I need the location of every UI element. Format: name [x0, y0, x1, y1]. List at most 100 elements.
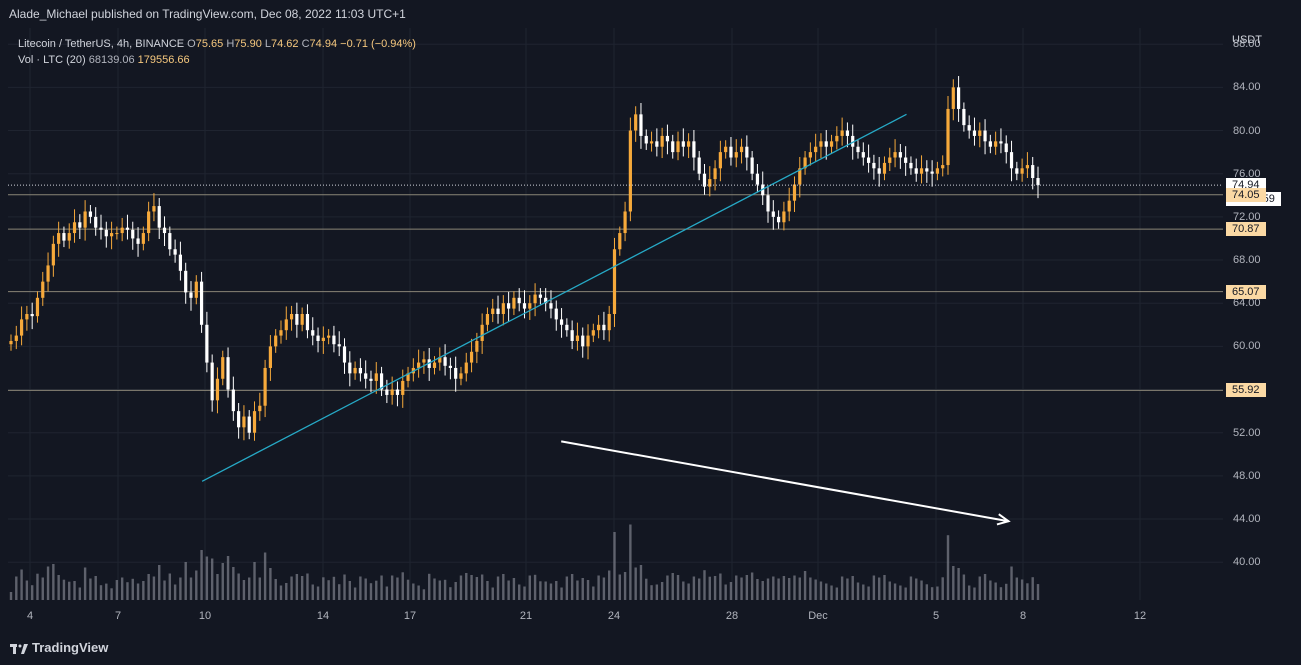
volume-bar	[390, 575, 394, 600]
volume-bar	[285, 583, 288, 600]
volume-bar	[78, 587, 82, 600]
candle-body	[1020, 168, 1024, 174]
time-tick-label: 14	[316, 610, 330, 622]
price-axis[interactable]: 88.00 84.00 80.00 76.00 72.00 68.00 64.00 60.00…	[1223, 28, 1301, 600]
volume-bar	[766, 578, 770, 600]
candle-body	[337, 344, 341, 347]
candle-body	[819, 141, 823, 147]
candle-body	[866, 157, 871, 163]
volume-bar	[893, 583, 897, 600]
volume-bar	[703, 570, 706, 600]
volume-bar	[428, 573, 431, 600]
legend-volume-row: Vol · LTC (20) 68139.06 179556.66	[18, 52, 416, 68]
volume-bar	[364, 578, 367, 600]
candle-body	[131, 229, 135, 239]
legend-close-label: C	[301, 38, 310, 50]
candle-body	[708, 179, 712, 187]
candle-body	[184, 270, 188, 293]
candle-body	[628, 130, 632, 212]
volume-bar	[962, 574, 966, 600]
time-tick-label: 5	[932, 610, 940, 622]
candle-body	[549, 303, 553, 309]
legend-open-label: O	[187, 38, 196, 50]
candle-body	[687, 141, 691, 147]
publisher-line: Alade_Michael published on TradingView.c…	[9, 7, 406, 21]
volume-bar	[983, 574, 987, 600]
volume-bars	[9, 524, 1040, 600]
candle-body	[417, 362, 421, 368]
volume-bar	[793, 575, 796, 600]
time-axis[interactable]: 4 7 10 14 17 21 24 28 Dec 5 8 12	[8, 600, 1223, 628]
volume-bar	[216, 574, 219, 600]
candle-body	[904, 157, 908, 163]
volume-bar	[740, 577, 743, 600]
volume-bar	[967, 585, 971, 600]
volume-bar	[52, 564, 55, 600]
volume-bar	[645, 578, 648, 600]
candle-body	[374, 373, 378, 381]
candle-body	[443, 357, 447, 366]
candle-body	[930, 171, 934, 174]
volume-bar	[618, 574, 621, 600]
volume-bar	[634, 567, 637, 600]
candle-body	[1025, 165, 1030, 169]
candle-body	[919, 168, 924, 174]
candle-body	[448, 365, 452, 368]
candle-body	[215, 378, 220, 401]
candle-body	[745, 146, 749, 158]
volume-bar	[152, 576, 156, 600]
volume-bar	[248, 577, 251, 600]
volume-bar	[782, 576, 786, 600]
legend-volume-label[interactable]: Vol · LTC (20)	[18, 54, 86, 66]
price-tick-label: 60.00	[1233, 340, 1261, 353]
volume-bar	[496, 576, 500, 600]
legend-symbol[interactable]: Litecoin / TetherUS, 4h, BINANCE	[18, 38, 185, 50]
candle-body	[962, 108, 966, 126]
time-tick-label: 17	[403, 610, 417, 622]
candle-body	[692, 141, 696, 158]
volume-bar	[952, 566, 955, 600]
volume-bar	[142, 581, 145, 600]
candle-body	[766, 195, 770, 212]
volume-bar	[830, 585, 833, 600]
volume-bar	[819, 581, 823, 600]
volume-bar	[46, 566, 50, 600]
volume-bar	[570, 574, 574, 600]
volume-bar	[110, 588, 113, 600]
volume-bar	[973, 587, 976, 600]
candle-body	[199, 281, 204, 325]
candle-body	[512, 297, 516, 309]
volume-bar	[735, 575, 738, 600]
volume-bar	[327, 580, 330, 600]
candle-body	[422, 359, 426, 363]
candle-body	[364, 373, 368, 379]
candle-body	[353, 367, 357, 374]
candle-body	[369, 378, 373, 381]
volume-bar	[480, 574, 484, 600]
volume-bar	[544, 581, 547, 600]
price-tick-label: 68.00	[1233, 254, 1261, 267]
candle-body	[109, 233, 114, 237]
candle-body	[432, 362, 437, 368]
volume-bar	[83, 567, 87, 600]
candle-body	[321, 337, 325, 341]
brand[interactable]: TradingView	[10, 640, 108, 655]
candle-body	[438, 357, 442, 363]
volume-bar	[401, 572, 404, 600]
legend-low-label: L	[264, 38, 271, 50]
candle-body	[888, 157, 892, 163]
volume-bar	[851, 576, 854, 600]
candle-body	[120, 227, 124, 234]
volume-bar	[295, 574, 299, 600]
candle-body	[9, 340, 13, 345]
chart-legend: Litecoin / TetherUS, 4h, BINANCE O75.65 …	[18, 36, 416, 68]
candle-body	[835, 135, 839, 142]
volume-bar	[581, 578, 584, 600]
volume-bar	[253, 562, 256, 600]
price-tick-label: 64.00	[1233, 297, 1261, 310]
price-chart[interactable]	[8, 28, 1223, 600]
candle-body	[951, 87, 955, 109]
time-tick-label: 8	[1019, 610, 1027, 622]
candle-body	[665, 135, 670, 142]
volume-bar	[724, 584, 727, 600]
